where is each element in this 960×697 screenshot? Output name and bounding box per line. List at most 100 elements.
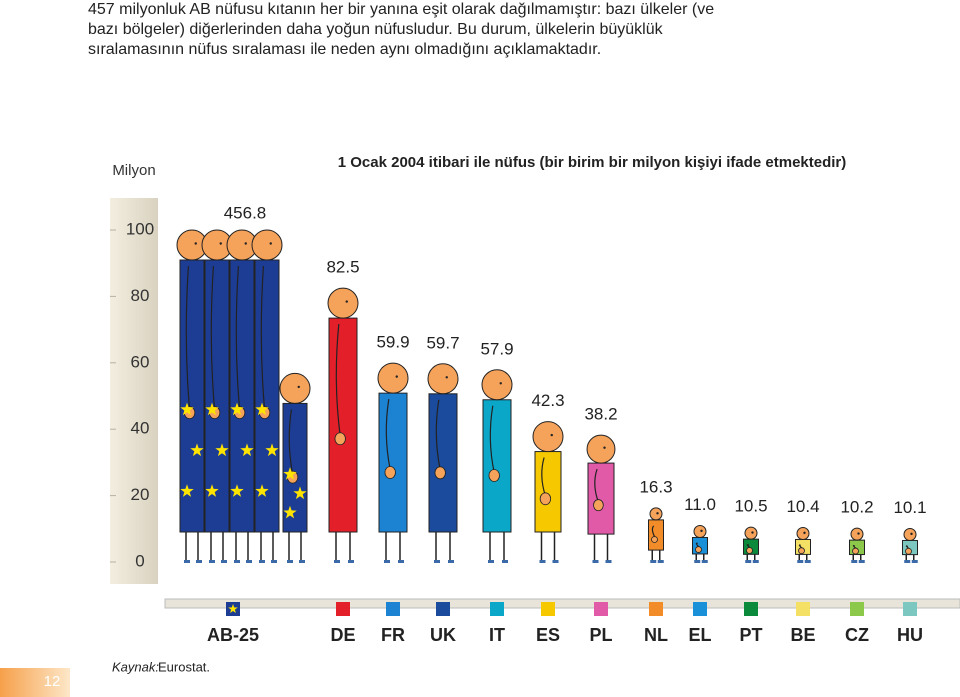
- foot: [701, 560, 708, 563]
- legend-swatch: [796, 602, 810, 616]
- head: [850, 527, 864, 541]
- figure-group: [692, 524, 708, 563]
- arm: [335, 324, 341, 436]
- legend-swatch: [490, 602, 504, 616]
- star: [180, 484, 194, 497]
- value-label: 16.3: [639, 477, 672, 496]
- foot: [196, 560, 202, 563]
- foot: [904, 560, 911, 563]
- hand: [798, 547, 805, 555]
- star: [283, 505, 297, 519]
- arm: [385, 399, 391, 470]
- value-label: 57.9: [480, 339, 513, 358]
- foot: [299, 560, 305, 563]
- category-label: UK: [430, 625, 456, 645]
- foot: [745, 560, 752, 563]
- eye: [700, 529, 703, 533]
- star: [255, 484, 269, 497]
- star: [190, 443, 204, 457]
- foot: [797, 560, 804, 563]
- eye: [194, 242, 197, 245]
- y-tick-label: 60: [131, 352, 150, 371]
- category-label: CZ: [845, 625, 869, 645]
- figure-group: [176, 229, 311, 563]
- y-tick-label: 80: [131, 286, 150, 305]
- hand: [852, 547, 859, 555]
- foot: [184, 560, 190, 563]
- category-label: PL: [589, 625, 612, 645]
- foot: [502, 560, 508, 563]
- star: [228, 604, 238, 613]
- star: [240, 443, 254, 457]
- eye: [550, 433, 553, 437]
- foot: [246, 560, 252, 563]
- arm: [651, 525, 656, 537]
- head: [586, 434, 616, 464]
- arm: [541, 457, 546, 496]
- foot: [650, 560, 657, 563]
- category-label: NL: [644, 625, 668, 645]
- hand: [651, 536, 658, 543]
- foot: [209, 560, 215, 563]
- head: [427, 363, 459, 395]
- value-label: 10.2: [840, 498, 873, 517]
- value-label: 59.7: [426, 333, 459, 352]
- head: [327, 287, 359, 319]
- figure-group: [648, 507, 664, 563]
- foot: [657, 560, 664, 563]
- legend-swatch: [903, 602, 917, 616]
- value-label: 38.2: [584, 405, 617, 424]
- legend-swatch: [594, 602, 608, 616]
- intro-text: 457 milyonluk AB nüfusu kıtanın her bir …: [88, 1, 715, 58]
- figure-group: [427, 363, 459, 563]
- hand: [488, 469, 500, 482]
- body: [328, 317, 358, 533]
- hand: [905, 547, 912, 555]
- body: [229, 259, 255, 533]
- foot: [911, 560, 918, 563]
- figure-group: [902, 527, 918, 563]
- arm: [435, 399, 441, 470]
- eye: [445, 376, 448, 379]
- body: [179, 259, 205, 533]
- head: [279, 372, 311, 404]
- hand: [695, 546, 702, 553]
- legend-swatch: [436, 602, 450, 616]
- y-tick-label: 100: [126, 219, 154, 238]
- foot: [384, 560, 390, 563]
- body: [254, 259, 280, 533]
- foot: [752, 560, 759, 563]
- arm: [288, 409, 294, 475]
- star: [215, 443, 229, 457]
- page-number: 12: [44, 673, 61, 690]
- arm: [695, 542, 699, 547]
- figure-group: [586, 434, 616, 563]
- eye: [603, 446, 606, 449]
- axis-band: [110, 198, 158, 584]
- arm: [905, 545, 909, 549]
- foot: [259, 560, 265, 563]
- hand: [746, 547, 753, 554]
- head: [796, 526, 810, 540]
- hand: [434, 466, 446, 480]
- eye: [751, 531, 754, 534]
- y-tick-label: 20: [131, 485, 150, 504]
- foot: [234, 560, 240, 563]
- arm: [235, 265, 241, 410]
- eye: [269, 242, 272, 245]
- star: [205, 402, 219, 416]
- figure-group: [327, 287, 359, 563]
- foot: [488, 560, 494, 563]
- legend-swatch: [386, 602, 400, 616]
- value-label: 10.5: [734, 497, 767, 516]
- value-label: 10.4: [786, 497, 819, 516]
- body: [482, 399, 512, 533]
- legend-swatch: [541, 602, 555, 616]
- category-label: FR: [381, 625, 405, 645]
- foot: [434, 560, 440, 563]
- y-tick-label: 40: [131, 419, 150, 438]
- value-label: 59.9: [376, 333, 409, 352]
- head: [377, 362, 409, 394]
